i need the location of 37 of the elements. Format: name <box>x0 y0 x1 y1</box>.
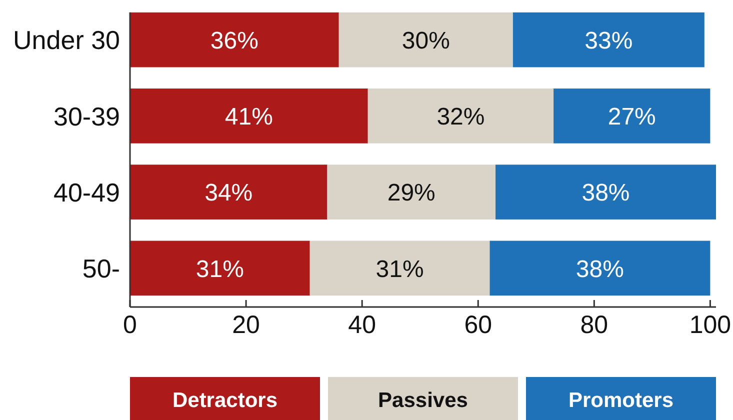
x-tick-label: 80 <box>580 311 608 339</box>
bar <box>130 88 368 144</box>
bar <box>338 12 513 68</box>
x-tick-label: 100 <box>689 311 732 339</box>
x-tick-label: 0 <box>123 311 137 339</box>
y-tick-label: 30-39 <box>54 101 120 132</box>
data-label: 30% <box>402 27 450 54</box>
text: Detractors <box>172 389 278 412</box>
data-label: 27% <box>608 104 656 131</box>
bar <box>490 240 710 296</box>
bar <box>130 12 339 68</box>
bar <box>496 164 716 220</box>
bar <box>368 88 554 144</box>
y-tick-label: 50- <box>82 254 120 284</box>
text: Promoters <box>568 389 674 412</box>
data-label: 38% <box>576 256 624 283</box>
y-tick-label: 40-49 <box>54 177 120 208</box>
data-label: 31% <box>196 256 244 283</box>
data-label: 34% <box>204 180 253 207</box>
bar <box>130 164 328 220</box>
x-tick-label: 60 <box>464 311 492 339</box>
text: Passives <box>378 389 468 412</box>
bar <box>327 164 496 220</box>
bar <box>310 240 490 296</box>
data-label: 29% <box>387 180 436 207</box>
data-label: 31% <box>376 256 424 283</box>
x-tick-label: 40 <box>348 311 376 339</box>
data-label: 41% <box>224 104 273 131</box>
data-label: 32% <box>436 104 485 131</box>
bar <box>554 88 710 144</box>
data-label: 36% <box>210 27 258 54</box>
data-label: 38% <box>582 180 630 207</box>
bar <box>130 240 310 296</box>
x-tick-label: 20 <box>232 311 260 339</box>
bar <box>512 12 704 68</box>
y-tick-label: Under 30 <box>13 25 120 56</box>
data-label: 33% <box>584 27 633 54</box>
